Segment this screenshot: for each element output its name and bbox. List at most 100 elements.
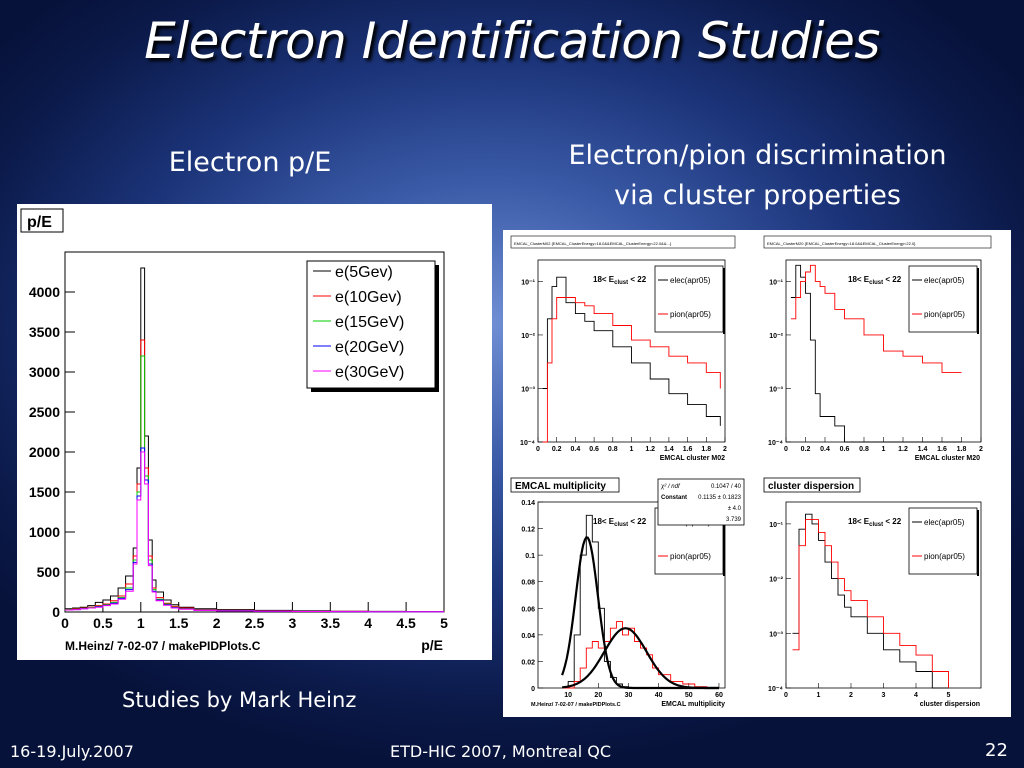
pe-legend-shadow xyxy=(435,265,439,392)
plot-x-tick-label: 2 xyxy=(723,446,727,453)
plot-x-tick-label: 1 xyxy=(630,446,634,453)
plot-y-tick-label: 0.02 xyxy=(521,659,535,666)
pe-legend-label: e(20GeV) xyxy=(335,339,404,356)
pe-y-tick-label: 1500 xyxy=(29,484,60,500)
plot-x-tick-label: 1.8 xyxy=(701,446,711,453)
plot-x-tick-label: 0 xyxy=(784,692,788,699)
pe-y-tick-label: 500 xyxy=(37,564,61,580)
page-number: 22 xyxy=(985,740,1008,761)
plot-x-tick-label: 1 xyxy=(882,446,886,453)
plot-legend-label: pion(apr05) xyxy=(924,552,965,561)
pe-y-tick-label: 2000 xyxy=(29,444,60,460)
plot-y-tick-label: 10⁻² xyxy=(769,333,783,340)
plot-x-tick-label: 20 xyxy=(594,692,602,699)
plot-x-tick-label: 50 xyxy=(685,692,693,699)
pe-x-tick-label: 2.5 xyxy=(245,615,265,631)
fit-stats-sigma: 3.739 xyxy=(726,517,742,523)
plot-x-tick-label: 0.2 xyxy=(801,446,811,453)
plot-x-tick-label: 30 xyxy=(625,692,633,699)
plot-x-tick-label: 0.6 xyxy=(840,446,850,453)
pe-y-tick-label: 3500 xyxy=(29,324,60,340)
plot-x-axis-label: EMCAL cluster M20 xyxy=(915,455,980,462)
plot-y-tick-label: 10⁻¹ xyxy=(769,522,783,529)
plot-x-tick-label: 0 xyxy=(536,446,540,453)
slide-title: Electron Identification Studies xyxy=(144,12,880,70)
plot-x-axis-label: cluster dispersion xyxy=(920,701,980,708)
plot-header-text: EMCAL_ClusterM20 {EMCAL_ClusterEnergy<18… xyxy=(767,241,916,246)
plot-title: cluster dispersion xyxy=(768,481,854,492)
pe-legend-label: e(30GeV) xyxy=(335,364,404,381)
plot-x-tick-label: 1.2 xyxy=(898,446,908,453)
pe-legend xyxy=(306,260,436,389)
m20-chart: EMCAL_ClusterM20 {EMCAL_ClusterEnergy<18… xyxy=(763,235,992,462)
plot-cut-label: 18< Eclust < 22 xyxy=(848,275,902,286)
plot-cut-label: 18< Eclust < 22 xyxy=(848,517,902,528)
plot-legend-label: pion(apr05) xyxy=(670,310,711,319)
plot-y-tick-label: 10⁻² xyxy=(769,577,783,584)
plot-x-tick-label: 0.8 xyxy=(859,446,869,453)
plot-legend-label: elec(apr05) xyxy=(670,276,711,285)
pe-y-tick-label: 1000 xyxy=(29,524,60,540)
footer-conference: ETD-HIC 2007, Montreal QC xyxy=(390,742,612,761)
plot-y-tick-label: 0.1 xyxy=(525,553,535,560)
plot-x-tick-label: 2 xyxy=(849,692,853,699)
plot-x-tick-label: 1.4 xyxy=(918,446,928,453)
plot-x-tick-label: 40 xyxy=(655,692,663,699)
pe-x-tick-label: 2 xyxy=(213,615,221,631)
plot-y-tick-label: 10⁻¹ xyxy=(769,279,783,286)
plot-y-tick-label: 10⁻¹ xyxy=(521,279,535,286)
pe-x-tick-label: 0 xyxy=(61,615,69,631)
plot-legend-shadow xyxy=(977,268,979,334)
plot-cut-label: 18< Eclust < 22 xyxy=(593,275,647,286)
plot-x-tick-label: 0.2 xyxy=(552,446,562,453)
pe-y-tick-label: 3000 xyxy=(29,364,60,380)
plot-x-tick-label: 5 xyxy=(947,692,951,699)
fit-stats-chi2-label: χ² / ndf xyxy=(660,484,681,490)
plot-y-tick-label: 10⁻³ xyxy=(769,631,783,638)
plot-y-tick-label: 10⁻³ xyxy=(769,386,783,393)
plot-y-tick-label: 10⁻⁴ xyxy=(520,440,535,447)
m02-chart: EMCAL_ClusterM02 {EMCAL_ClusterEnergy<18… xyxy=(510,235,736,462)
plot-y-tick-label: 0.14 xyxy=(521,500,535,507)
plot-title: EMCAL multiplicity xyxy=(515,481,606,492)
plot-x-tick-label: 1.6 xyxy=(683,446,693,453)
pe-chart-title: p/E xyxy=(27,214,52,231)
right-subtitle-line1: Electron/pion discrimination xyxy=(568,140,947,171)
plot-x-tick-label: 0 xyxy=(784,446,788,453)
pe-legend-label: e(10Gev) xyxy=(335,289,402,306)
plot-series-line xyxy=(562,621,719,689)
pe-x-tick-label: 3.5 xyxy=(321,615,341,631)
plot-y-tick-label: 10⁻⁴ xyxy=(768,440,783,447)
left-subtitle: Electron p/E xyxy=(168,147,332,178)
plot-x-tick-label: 60 xyxy=(715,692,723,699)
plot-x-tick-label: 0.4 xyxy=(571,446,581,453)
plot-y-tick-label: 10⁻³ xyxy=(521,386,535,393)
plot-series-line xyxy=(792,513,949,689)
pe-x-tick-label: 4 xyxy=(364,615,372,631)
pe-y-tick-label: 0 xyxy=(52,604,60,620)
fit-stats-chi2-value: 0.1047 / 40 xyxy=(711,484,742,490)
footer-date: 16-19.July.2007 xyxy=(10,742,134,761)
fit-stats-constant-value: 0.1135 ± 0.1823 xyxy=(698,495,742,501)
plot-x-tick-label: 0.8 xyxy=(608,446,618,453)
pe-x-tick-label: 1 xyxy=(137,615,145,631)
multiplicity-chart: EMCAL multiplicity 10 20 30 40 50 60 0 0.02 0.04 0… xyxy=(510,477,745,708)
pe-x-tick-label: 0.5 xyxy=(93,615,113,631)
plot-x-tick-label: 1.8 xyxy=(957,446,967,453)
pe-y-tick-label: 4000 xyxy=(29,284,60,300)
plot-y-tick-label: 0.04 xyxy=(521,633,535,640)
plot-y-tick-label: 10⁻² xyxy=(521,333,535,340)
plot-footer: M.Heinz/ 7-02-07 / makePIDPlots.C xyxy=(531,702,621,708)
pe-chart-footer: M.Heinz/ 7-02-07 / makePIDPlots.C xyxy=(65,639,261,653)
pe-chart: p/E 0 0.5 1 1.5 2 2.5 3 3.5 4 4.5 5 0 500 1000 1500 2000… xyxy=(17,204,492,660)
plot-header-box xyxy=(763,235,992,249)
fit-stats-box xyxy=(657,478,745,526)
pe-legend-label: e(15GeV) xyxy=(335,314,404,331)
plot-legend-label: pion(apr05) xyxy=(670,552,711,561)
pe-legend-label: e(5Gev) xyxy=(335,264,393,281)
plot-x-tick-label: 1.4 xyxy=(664,446,674,453)
fit-stats-constant-label: Constant xyxy=(661,495,687,501)
plot-x-tick-label: 0.4 xyxy=(820,446,830,453)
plot-x-tick-label: 1.6 xyxy=(937,446,947,453)
pe-x-tick-label: 1.5 xyxy=(169,615,189,631)
